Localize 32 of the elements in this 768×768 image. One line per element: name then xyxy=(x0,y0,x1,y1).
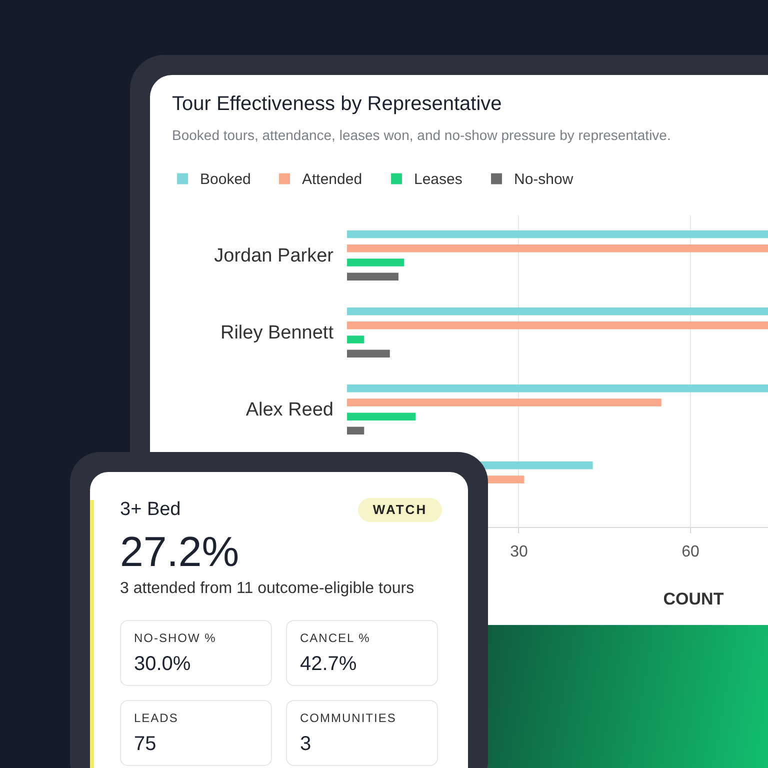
stat-tile: NO-SHOW % 30.0% xyxy=(120,620,272,686)
chart-subtitle: Booked tours, attendance, leases won, and no-show pressure by representative. xyxy=(172,127,671,143)
bar xyxy=(347,398,662,406)
stat-tile: LEADS 75 xyxy=(120,700,272,766)
bar xyxy=(347,426,364,435)
y-tick-label: Jordan Parker xyxy=(214,245,334,266)
bar xyxy=(347,322,768,330)
legend-label: Booked xyxy=(200,170,251,188)
x-tick-label: 30 xyxy=(510,544,528,560)
text: 27.2% xyxy=(120,528,240,576)
x-axis-title: COUNT xyxy=(663,590,724,608)
x-tick-label: 60 xyxy=(682,544,700,560)
bar xyxy=(347,336,364,344)
bar xyxy=(347,230,768,238)
y-tick-label: Alex Reed xyxy=(246,400,334,421)
legend-label: Leases xyxy=(414,170,462,188)
stat-tile: COMMUNITIES 3 xyxy=(286,700,438,766)
bar xyxy=(347,350,390,358)
bar xyxy=(347,244,768,252)
bar xyxy=(347,272,398,280)
bar xyxy=(347,307,768,316)
bar xyxy=(347,258,404,266)
chart-title: Tour Effectiveness by Representative xyxy=(172,93,502,116)
text: 3+ Bed xyxy=(120,499,181,521)
y-tick-label: Riley Bennett xyxy=(220,322,334,344)
bar xyxy=(347,384,768,392)
bar xyxy=(347,412,416,420)
legend-label: No-show xyxy=(514,170,574,188)
stat-tile: CANCEL % 42.7% xyxy=(286,620,438,686)
legend-label: Attended xyxy=(302,170,362,188)
text: 3 attended from 11 outcome-eligible tours xyxy=(120,580,414,598)
annotation: WATCH xyxy=(358,498,442,522)
